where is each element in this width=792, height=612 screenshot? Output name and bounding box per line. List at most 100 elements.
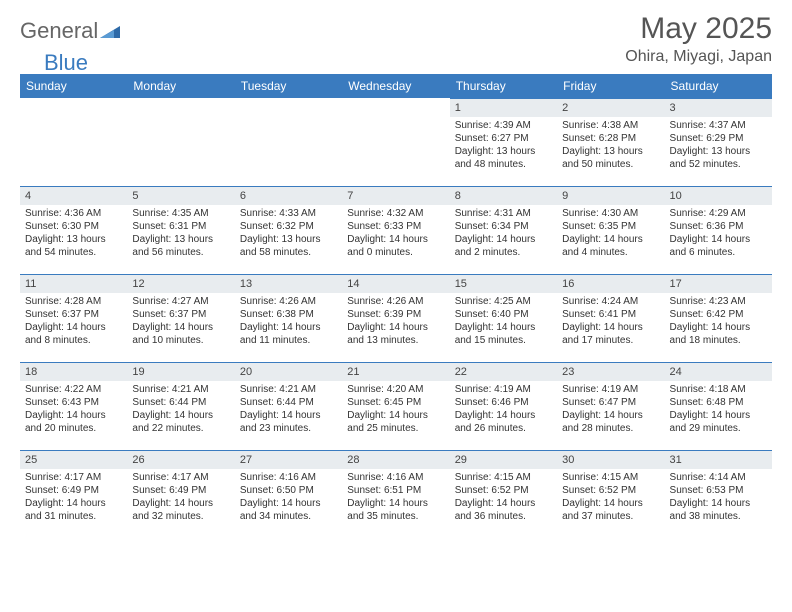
sunset-line: Sunset: 6:49 PM [132,484,229,497]
daylight-line: Daylight: 13 hours and 52 minutes. [670,145,767,171]
sunset-line: Sunset: 6:39 PM [347,308,444,321]
day-number: 5 [127,186,234,205]
calendar-header-row: SundayMondayTuesdayWednesdayThursdayFrid… [20,74,772,98]
day-details: Sunrise: 4:21 AMSunset: 6:44 PMDaylight:… [235,381,342,439]
sunrise-line: Sunrise: 4:26 AM [240,295,337,308]
sunset-line: Sunset: 6:38 PM [240,308,337,321]
daylight-line: Daylight: 14 hours and 28 minutes. [562,409,659,435]
sunrise-line: Sunrise: 4:38 AM [562,119,659,132]
day-details: Sunrise: 4:18 AMSunset: 6:48 PMDaylight:… [665,381,772,439]
calendar-cell: 9Sunrise: 4:30 AMSunset: 6:35 PMDaylight… [557,186,664,274]
calendar-cell: 21Sunrise: 4:20 AMSunset: 6:45 PMDayligh… [342,362,449,450]
weekday-header: Sunday [20,74,127,98]
sunrise-line: Sunrise: 4:18 AM [670,383,767,396]
calendar-cell: 7Sunrise: 4:32 AMSunset: 6:33 PMDaylight… [342,186,449,274]
day-number: 22 [450,362,557,381]
sunset-line: Sunset: 6:48 PM [670,396,767,409]
sunrise-line: Sunrise: 4:22 AM [25,383,122,396]
calendar-cell: 6Sunrise: 4:33 AMSunset: 6:32 PMDaylight… [235,186,342,274]
daylight-line: Daylight: 13 hours and 48 minutes. [455,145,552,171]
logo: General [20,18,122,44]
calendar-cell: 23Sunrise: 4:19 AMSunset: 6:47 PMDayligh… [557,362,664,450]
daylight-line: Daylight: 14 hours and 22 minutes. [132,409,229,435]
calendar-cell: 8Sunrise: 4:31 AMSunset: 6:34 PMDaylight… [450,186,557,274]
sunset-line: Sunset: 6:46 PM [455,396,552,409]
sunset-line: Sunset: 6:43 PM [25,396,122,409]
month-title: May 2025 [625,12,772,46]
daylight-line: Daylight: 14 hours and 4 minutes. [562,233,659,259]
sunset-line: Sunset: 6:37 PM [132,308,229,321]
sunrise-line: Sunrise: 4:29 AM [670,207,767,220]
day-number: 27 [235,450,342,469]
day-details: Sunrise: 4:31 AMSunset: 6:34 PMDaylight:… [450,205,557,263]
day-details: Sunrise: 4:22 AMSunset: 6:43 PMDaylight:… [20,381,127,439]
day-details: Sunrise: 4:30 AMSunset: 6:35 PMDaylight:… [557,205,664,263]
day-details: Sunrise: 4:33 AMSunset: 6:32 PMDaylight:… [235,205,342,263]
day-number: 7 [342,186,449,205]
sunset-line: Sunset: 6:52 PM [562,484,659,497]
day-number: 19 [127,362,234,381]
sunrise-line: Sunrise: 4:19 AM [455,383,552,396]
day-details: Sunrise: 4:37 AMSunset: 6:29 PMDaylight:… [665,117,772,175]
sunset-line: Sunset: 6:52 PM [455,484,552,497]
location: Ohira, Miyagi, Japan [625,48,772,66]
sunset-line: Sunset: 6:37 PM [25,308,122,321]
day-number: 14 [342,274,449,293]
day-number: 11 [20,274,127,293]
day-details: Sunrise: 4:36 AMSunset: 6:30 PMDaylight:… [20,205,127,263]
day-details: Sunrise: 4:27 AMSunset: 6:37 PMDaylight:… [127,293,234,351]
daylight-line: Daylight: 14 hours and 17 minutes. [562,321,659,347]
calendar-cell: 5Sunrise: 4:35 AMSunset: 6:31 PMDaylight… [127,186,234,274]
daylight-line: Daylight: 14 hours and 34 minutes. [240,497,337,523]
sunset-line: Sunset: 6:33 PM [347,220,444,233]
day-details: Sunrise: 4:15 AMSunset: 6:52 PMDaylight:… [450,469,557,527]
calendar-cell: . [127,98,234,186]
sunrise-line: Sunrise: 4:33 AM [240,207,337,220]
sunset-line: Sunset: 6:51 PM [347,484,444,497]
sunset-line: Sunset: 6:44 PM [132,396,229,409]
header: General May 2025 Ohira, Miyagi, Japan [20,12,772,66]
weekday-header: Friday [557,74,664,98]
daylight-line: Daylight: 14 hours and 38 minutes. [670,497,767,523]
sunrise-line: Sunrise: 4:39 AM [455,119,552,132]
calendar-cell: 14Sunrise: 4:26 AMSunset: 6:39 PMDayligh… [342,274,449,362]
day-number: 24 [665,362,772,381]
day-number: 1 [450,98,557,117]
title-block: May 2025 Ohira, Miyagi, Japan [625,12,772,66]
daylight-line: Daylight: 14 hours and 37 minutes. [562,497,659,523]
daylight-line: Daylight: 14 hours and 6 minutes. [670,233,767,259]
sunrise-line: Sunrise: 4:31 AM [455,207,552,220]
sunrise-line: Sunrise: 4:27 AM [132,295,229,308]
calendar-cell: 13Sunrise: 4:26 AMSunset: 6:38 PMDayligh… [235,274,342,362]
sunrise-line: Sunrise: 4:30 AM [562,207,659,220]
day-details: Sunrise: 4:15 AMSunset: 6:52 PMDaylight:… [557,469,664,527]
sunrise-line: Sunrise: 4:15 AM [562,471,659,484]
sunrise-line: Sunrise: 4:28 AM [25,295,122,308]
sunset-line: Sunset: 6:42 PM [670,308,767,321]
sunset-line: Sunset: 6:45 PM [347,396,444,409]
sunrise-line: Sunrise: 4:17 AM [132,471,229,484]
daylight-line: Daylight: 14 hours and 15 minutes. [455,321,552,347]
sunset-line: Sunset: 6:35 PM [562,220,659,233]
calendar-cell: 12Sunrise: 4:27 AMSunset: 6:37 PMDayligh… [127,274,234,362]
calendar-cell: . [342,98,449,186]
day-details: Sunrise: 4:39 AMSunset: 6:27 PMDaylight:… [450,117,557,175]
day-number: 12 [127,274,234,293]
day-number: 8 [450,186,557,205]
sunset-line: Sunset: 6:41 PM [562,308,659,321]
sunrise-line: Sunrise: 4:32 AM [347,207,444,220]
day-details: Sunrise: 4:29 AMSunset: 6:36 PMDaylight:… [665,205,772,263]
weekday-header: Tuesday [235,74,342,98]
day-number: 29 [450,450,557,469]
sunrise-line: Sunrise: 4:15 AM [455,471,552,484]
day-number: 25 [20,450,127,469]
day-details: Sunrise: 4:24 AMSunset: 6:41 PMDaylight:… [557,293,664,351]
calendar-cell: 18Sunrise: 4:22 AMSunset: 6:43 PMDayligh… [20,362,127,450]
daylight-line: Daylight: 14 hours and 13 minutes. [347,321,444,347]
calendar-cell: 26Sunrise: 4:17 AMSunset: 6:49 PMDayligh… [127,450,234,538]
day-details: Sunrise: 4:28 AMSunset: 6:37 PMDaylight:… [20,293,127,351]
day-details: Sunrise: 4:20 AMSunset: 6:45 PMDaylight:… [342,381,449,439]
day-number: 10 [665,186,772,205]
calendar-cell: 28Sunrise: 4:16 AMSunset: 6:51 PMDayligh… [342,450,449,538]
sunset-line: Sunset: 6:29 PM [670,132,767,145]
